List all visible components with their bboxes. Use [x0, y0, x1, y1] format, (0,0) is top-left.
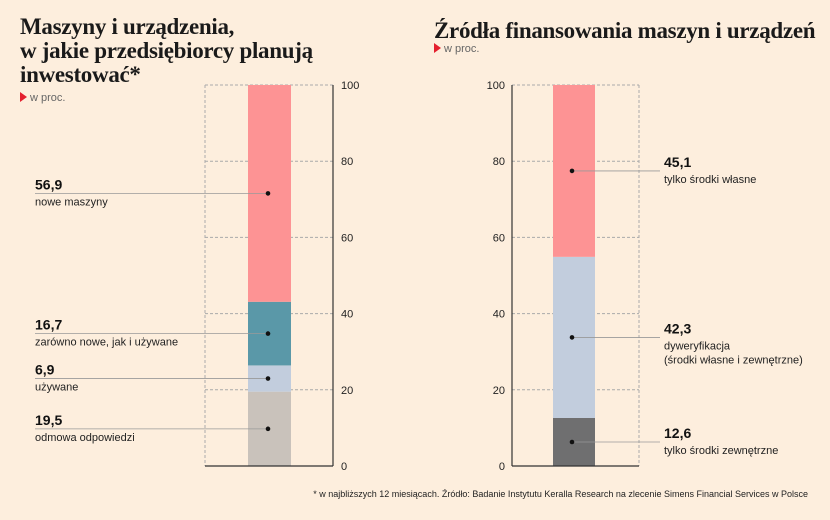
- right-data-dot: [569, 335, 575, 340]
- left-tick-label: 80: [341, 156, 353, 168]
- left-title-line-2: w jakie przedsiębiorcy planują: [20, 38, 313, 63]
- right-chart-title: Źródła finansowania maszyn i urządzeń: [434, 18, 816, 43]
- right-data-label: 45,1: [664, 154, 691, 170]
- right-tick-label: 40: [493, 309, 505, 321]
- right-tick-label: 20: [493, 385, 505, 397]
- right-tick-label: 0: [499, 461, 505, 473]
- right-subtitle-text: w proc.: [444, 43, 480, 55]
- red-triangle-icon: [20, 92, 27, 102]
- right-data-label: 42,3: [664, 320, 691, 336]
- left-title-line-1: Maszyny i urządzenia,: [20, 14, 235, 39]
- left-data-dot: [265, 426, 271, 432]
- right-category-label: tylko środki zewnętrzne: [664, 445, 778, 457]
- right-title-line-1: Źródła finansowania maszyn i urządzeń: [434, 18, 816, 43]
- left-category-label: nowe maszyny: [35, 196, 108, 208]
- left-chart-title: Maszyny i urządzenia, w jakie przedsiębi…: [20, 15, 313, 87]
- right-tick-label: 100: [487, 80, 505, 92]
- right-data-label: 12,6: [664, 425, 691, 441]
- right-data-dot: [569, 168, 575, 174]
- left-tick-label: 100: [341, 80, 359, 92]
- left-title-line-3: inwestować*: [20, 62, 141, 87]
- right-tick-label: 60: [493, 232, 505, 244]
- footnote: * w najbliższych 12 miesiącach. Źródło: …: [313, 489, 808, 499]
- right-category-label: tylko środki własne: [664, 174, 756, 186]
- left-chart-subtitle: w proc.: [20, 92, 65, 104]
- right-tick-label: 80: [493, 156, 505, 168]
- right-chart-subtitle: w proc.: [434, 43, 479, 55]
- left-subtitle-text: w proc.: [30, 92, 66, 104]
- left-category-label: odmowa odpowiedzi: [35, 432, 135, 444]
- right-category-label: (środki własne i zewnętrzne): [664, 354, 803, 366]
- left-category-label: zarówno nowe, jak i używane: [35, 337, 178, 349]
- left-tick-label: 20: [341, 385, 353, 397]
- right-data-dot: [569, 439, 575, 445]
- left-data-dot: [265, 376, 271, 381]
- right-category-label: dyweryfikacja: [664, 340, 731, 352]
- left-data-dot: [265, 331, 271, 336]
- left-tick-label: 40: [341, 309, 353, 321]
- left-category-label: używane: [35, 382, 78, 394]
- left-data-label: 16,7: [35, 317, 62, 333]
- left-data-dot: [265, 191, 271, 196]
- left-data-label: 19,5: [35, 412, 62, 428]
- left-tick-label: 0: [341, 461, 347, 473]
- left-tick-label: 60: [341, 232, 353, 244]
- left-data-label: 6,9: [35, 362, 55, 378]
- left-data-label: 56,9: [35, 176, 62, 192]
- red-triangle-icon: [434, 43, 441, 53]
